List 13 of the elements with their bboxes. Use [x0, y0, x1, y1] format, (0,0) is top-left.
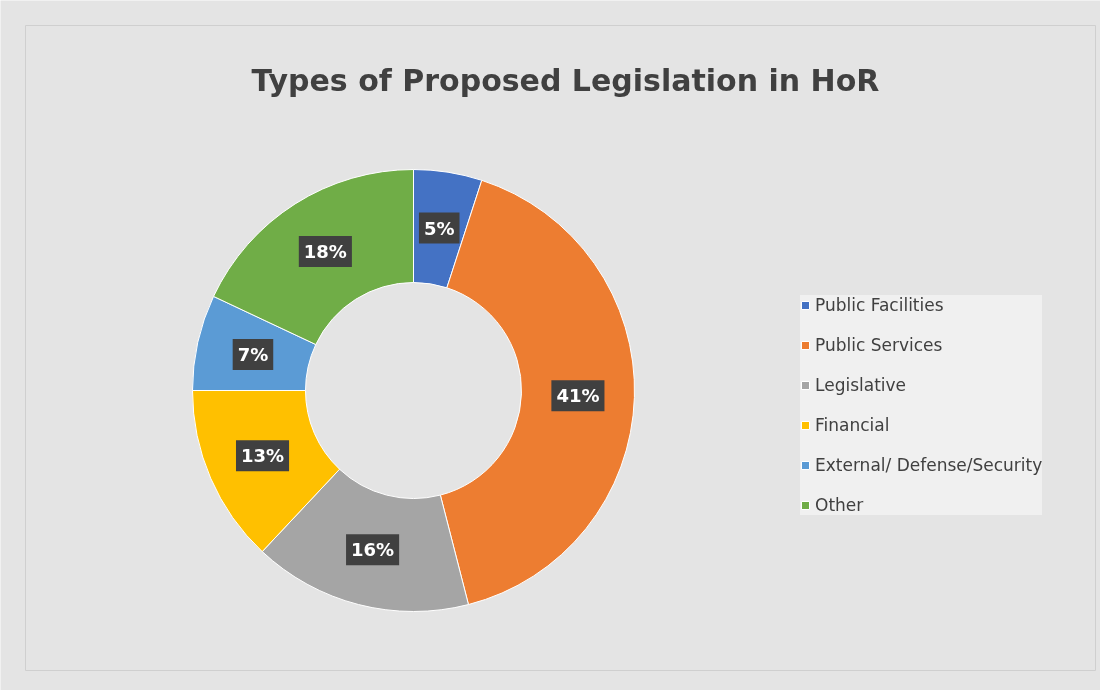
data-label: 16% [351, 539, 395, 561]
legend-label: Financial [815, 415, 890, 435]
data-label: 5% [423, 217, 455, 239]
legend-label: Public Facilities [815, 295, 944, 315]
legend-label: Legislative [815, 375, 907, 395]
data-label: 7% [237, 344, 269, 366]
data-label: 41% [556, 385, 600, 407]
legend-label: Other [815, 495, 864, 515]
data-label: 18% [303, 241, 347, 263]
chart-title: Types of Proposed Legislation in HoR [251, 63, 880, 98]
legend-label: External/ Defense/Security [815, 455, 1043, 475]
legend-label: Public Services [815, 335, 943, 355]
data-label: 13% [240, 445, 285, 467]
